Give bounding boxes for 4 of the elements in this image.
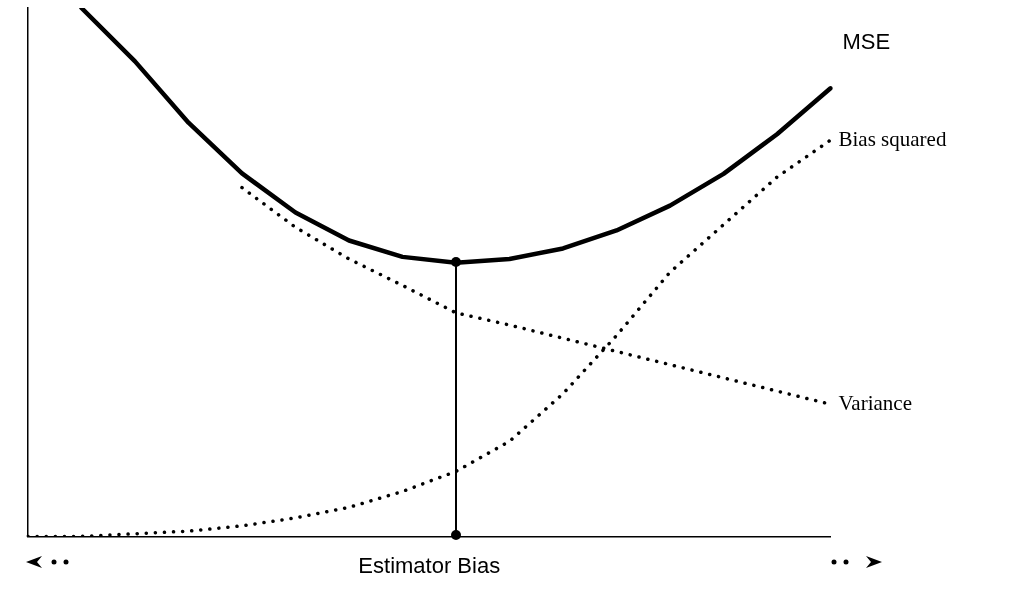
- x-axis-title: Estimator Bias: [358, 552, 501, 578]
- series-label: Variance: [838, 390, 912, 415]
- series-label: MSE: [842, 29, 891, 55]
- series-label: Bias squared: [838, 126, 947, 151]
